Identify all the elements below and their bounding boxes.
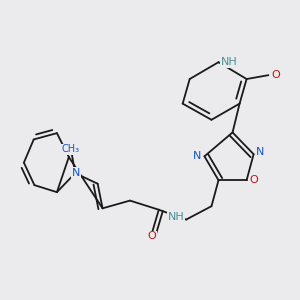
Text: N: N xyxy=(72,168,80,178)
Text: CH₃: CH₃ xyxy=(62,144,80,154)
Text: O: O xyxy=(271,70,280,80)
Text: O: O xyxy=(249,175,258,185)
Text: N: N xyxy=(256,147,264,157)
Text: NH: NH xyxy=(220,57,237,67)
Text: N: N xyxy=(193,151,202,161)
Text: O: O xyxy=(147,231,156,242)
Text: NH: NH xyxy=(168,212,184,222)
